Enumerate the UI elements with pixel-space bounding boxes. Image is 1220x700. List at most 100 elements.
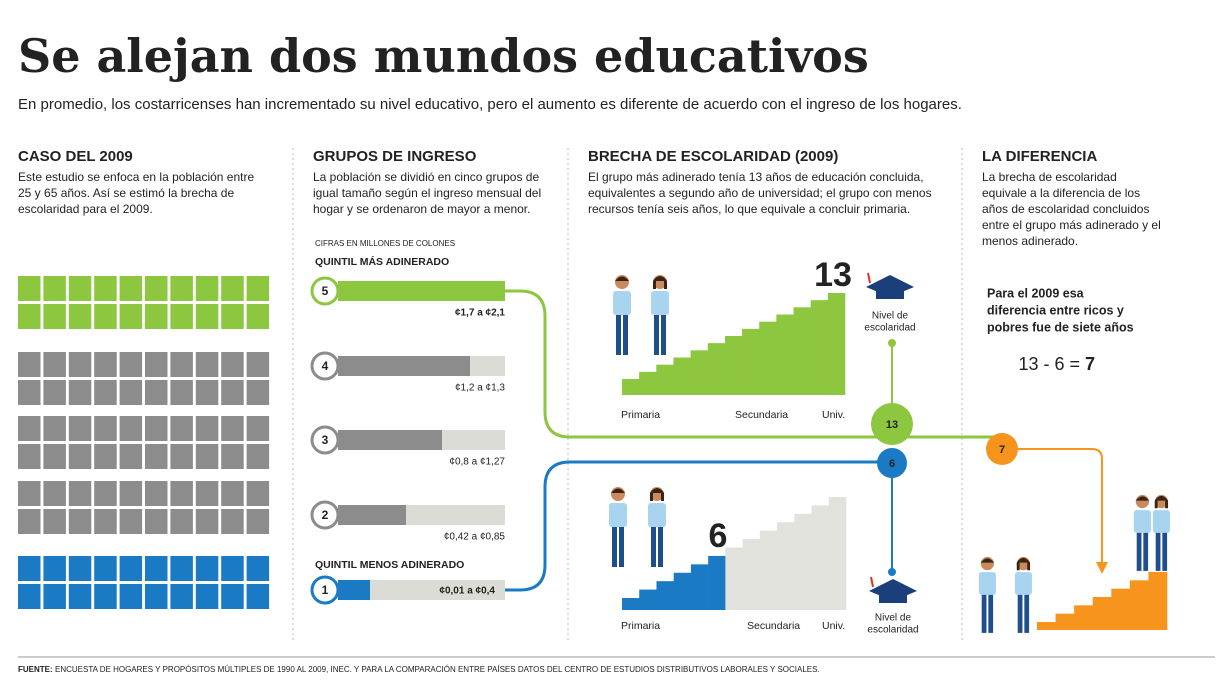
person-hair [611,488,625,493]
person-legs [1162,531,1168,571]
population-square [246,584,270,609]
quintile-number: 1 [322,583,329,597]
cap-tassel [870,576,874,588]
population-square [221,444,244,469]
badge-value: 13 [886,419,898,431]
person-legs [1136,531,1142,571]
step [827,293,846,395]
person-shirt [613,291,631,315]
population-square [195,380,219,405]
step [1074,605,1094,630]
population-square [43,352,66,377]
step [622,379,640,395]
population-square [145,276,168,301]
population-square [145,304,168,329]
section-text: hogar y se ordenaron de mayor a menor. [313,202,530,216]
step [828,497,847,610]
bottom-label: QUINTIL MENOS ADINERADO [315,559,464,571]
step [690,350,709,395]
person-shirt [648,503,666,527]
population-square [246,556,270,581]
population-square [43,481,66,506]
population-square [18,481,41,506]
population-square [170,276,193,301]
level-label: Univ. [822,409,845,421]
person-legs [619,525,624,567]
population-square [145,584,168,609]
level-label: Univ. [822,620,845,632]
section-text: igual tamaño según el ingreso mensual de… [313,186,541,200]
person-hair [1154,495,1169,509]
person [651,275,669,355]
person-legs [988,593,994,633]
population-square [145,509,168,534]
person [1014,556,1032,633]
income-range: ¢0,01 a ¢0,4 [439,586,495,597]
dot [888,339,896,347]
population-square [221,416,244,441]
cap-tassel [867,272,871,284]
person-legs [981,593,987,633]
population-square [195,584,219,609]
population-square [94,481,117,506]
step [656,364,674,395]
population-square [68,584,92,609]
population-square [170,304,193,329]
population-square [18,304,41,329]
population-square [195,481,219,506]
population-square [221,509,244,534]
population-square [68,276,92,301]
level-caption: escolaridad [867,625,918,636]
population-square [119,584,143,609]
population-square [170,584,193,609]
bar-track [338,580,505,600]
population-square [68,416,92,441]
step [793,307,811,395]
population-square [221,556,244,581]
population-square [246,380,270,405]
person-hair [1016,557,1031,571]
population-square [43,304,66,329]
person-shirt [1014,572,1032,595]
step [639,589,657,610]
step [656,581,674,610]
population-square [145,352,168,377]
person-hair [1135,496,1150,501]
person-shirt [651,291,669,315]
person-legs [1143,531,1149,571]
population-square [246,444,270,469]
bar-fill [338,430,442,450]
step [1037,622,1056,630]
step [1129,580,1149,630]
population-square [94,416,117,441]
section-heading: LA DIFERENCIA [982,148,1097,165]
population-square [145,556,168,581]
population-square [94,304,117,329]
cap [879,593,907,603]
section-text: La brecha de escolaridad [982,170,1117,184]
population-square [18,584,41,609]
person-legs [616,313,621,355]
population-square [119,380,143,405]
top-label: QUINTIL MÁS ADINERADO [315,255,449,268]
population-square [145,481,168,506]
income-range: ¢1,7 a ¢2,1 [455,308,505,319]
section-text: recursos tenía seis años, lo que equival… [588,202,910,216]
step [1055,613,1075,630]
population-square [119,352,143,377]
connector [1002,448,1103,565]
population-square [119,481,143,506]
quintile-badge [310,500,340,530]
population-square [170,481,193,506]
step [759,530,778,610]
population-square [68,444,92,469]
population-square [94,352,117,377]
bar-fill [338,580,370,600]
difference-text: pobres fue de siete años [987,320,1134,334]
population-square [94,444,117,469]
population-square [43,556,66,581]
population-square [94,584,117,609]
cap [876,289,904,299]
population-square [170,380,193,405]
equation-result: 7 [1085,354,1095,374]
